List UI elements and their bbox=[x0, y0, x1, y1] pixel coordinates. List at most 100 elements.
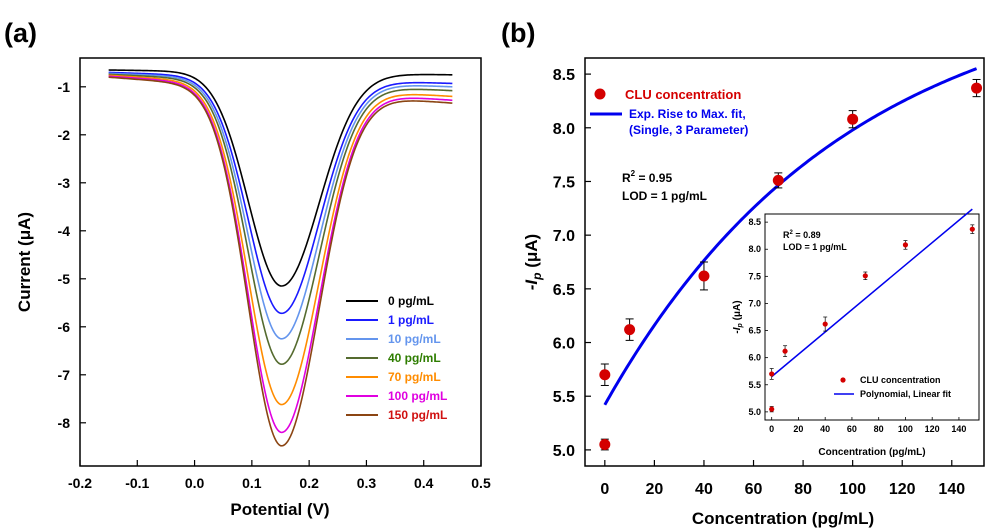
inset-point bbox=[769, 371, 775, 377]
chart-b-ytick-label: 7.0 bbox=[553, 228, 575, 245]
inset-xtick-label: 100 bbox=[898, 424, 913, 434]
inset-xlabel: Concentration (pg/mL) bbox=[818, 447, 925, 458]
inset-ytick-label: 7.0 bbox=[748, 298, 761, 308]
inset-point bbox=[782, 348, 788, 354]
inset-point bbox=[902, 242, 909, 248]
chart-b-xtick-label: 20 bbox=[645, 481, 663, 498]
chart-a-series-line bbox=[108, 74, 453, 406]
inset-xtick-label: 80 bbox=[874, 424, 884, 434]
chart-a-ylabel: Current (μA) bbox=[15, 212, 34, 312]
chart-b-xtick-label: 0 bbox=[600, 481, 609, 498]
panel-b-label: (b) bbox=[501, 18, 535, 48]
chart-b-xlabel: Concentration (pg/mL) bbox=[692, 509, 874, 528]
inset-ytick-label: 7.5 bbox=[748, 271, 761, 281]
inset-ytick-label: 8.0 bbox=[748, 244, 761, 254]
inset-xtick-label: 140 bbox=[951, 424, 966, 434]
chart-a-legend-label: 10 pg/mL bbox=[388, 332, 441, 346]
chart-b: 0 20 40 60 80 100 120 140 5.0 5.5 6.0 6.5 7.0 7.5 8.0… bbox=[522, 57, 985, 528]
inset-ylabel: -Ip (μA) bbox=[732, 300, 744, 333]
chart-b-r2: R2 = 0.95 bbox=[622, 169, 672, 185]
chart-b-ytick-label: 5.5 bbox=[553, 389, 575, 406]
chart-a-ytick-label: -8 bbox=[58, 415, 71, 431]
chart-b-xtick-label: 40 bbox=[695, 481, 713, 498]
inset-lod: LOD = 1 pg/mL bbox=[783, 242, 847, 252]
chart-b-ytick-label: 7.5 bbox=[553, 174, 575, 191]
chart-b-frame bbox=[584, 57, 985, 467]
inset-yticks: 5.0 5.5 6.0 6.5 7.0 7.5 8.0 8.5 bbox=[748, 217, 768, 417]
chart-a-legend-label: 100 pg/mL bbox=[388, 389, 447, 403]
inset-xtick-label: 20 bbox=[793, 424, 803, 434]
chart-a-curves bbox=[108, 69, 453, 447]
chart-a-xtick-label: 0.1 bbox=[242, 475, 262, 491]
inset-r2: R2 = 0.89 bbox=[783, 230, 821, 240]
chart-b-legend-point-marker bbox=[594, 88, 606, 100]
chart-b-fit bbox=[603, 67, 978, 406]
inset-xtick-label: 40 bbox=[820, 424, 830, 434]
chart-b-xtick-label: 120 bbox=[889, 481, 916, 498]
inset-ytick-label: 5.0 bbox=[748, 407, 761, 417]
chart-b-ytick-label: 8.0 bbox=[553, 121, 575, 138]
chart-a-ytick-label: -6 bbox=[58, 319, 71, 335]
chart-a-series-line bbox=[108, 71, 453, 315]
chart-b-ylabel: -Ip (μA) bbox=[522, 234, 544, 290]
chart-b-legend-points: CLU concentration bbox=[625, 87, 741, 102]
inset-xtick-label: 120 bbox=[925, 424, 940, 434]
chart-b-point bbox=[599, 369, 611, 381]
chart-b-points bbox=[599, 78, 983, 451]
inset-point bbox=[862, 273, 868, 279]
inset-legend-fit: Polynomial, Linear fit bbox=[860, 389, 951, 399]
chart-a-legend-label: 1 pg/mL bbox=[388, 313, 434, 327]
chart-a-legend: 0 pg/mL 1 pg/mL 10 pg/mL 40 pg/mL 70 pg/mL 10… bbox=[346, 294, 447, 422]
chart-b-fit-line bbox=[603, 67, 978, 406]
chart-b-ytick-label: 6.5 bbox=[553, 282, 575, 299]
chart-b-point bbox=[971, 82, 983, 94]
inset-legend-point-marker bbox=[840, 377, 846, 383]
inset-fit-line bbox=[771, 208, 973, 378]
chart-b-ytick-label: 5.0 bbox=[553, 443, 575, 460]
inset-legend-points: CLU concentration bbox=[860, 375, 941, 385]
chart-a-series-line bbox=[108, 69, 453, 287]
chart-a-series-line bbox=[108, 76, 453, 447]
inset-ytick-label: 6.5 bbox=[748, 326, 761, 336]
inset-xticks: 0 20 40 60 80 100 120 140 bbox=[769, 417, 966, 434]
chart-b-point bbox=[847, 113, 859, 125]
chart-b-xtick-label: 60 bbox=[745, 481, 763, 498]
chart-b-legend-fit-2: (Single, 3 Parameter) bbox=[629, 123, 748, 137]
chart-a-xlabel: Potential (V) bbox=[230, 500, 329, 519]
chart-a-ytick-label: -4 bbox=[58, 223, 71, 239]
chart-a-ytick-label: -5 bbox=[58, 271, 71, 287]
inset-point bbox=[969, 226, 975, 232]
chart-b-yticks: 5.0 5.5 6.0 6.5 7.0 7.5 8.0 8.5 bbox=[553, 67, 591, 460]
inset-frame bbox=[764, 213, 980, 421]
chart-a-xtick-label: -0.2 bbox=[68, 475, 92, 491]
chart-b-point bbox=[772, 174, 784, 186]
chart-a-legend-label: 150 pg/mL bbox=[388, 408, 447, 422]
chart-b-inset: 0 20 40 60 80 100 120 140 5.0 5.5 6.0 6.5 7.0 7.5 8.0… bbox=[732, 208, 981, 458]
chart-b-xticks: 0 20 40 60 80 100 120 140 bbox=[600, 460, 965, 498]
chart-b-lod: LOD = 1 pg/mL bbox=[622, 189, 707, 203]
chart-a-series-line bbox=[108, 72, 453, 340]
chart-a-ytick-label: -7 bbox=[58, 367, 71, 383]
inset-fit bbox=[771, 208, 973, 378]
inset-points bbox=[769, 224, 975, 413]
chart-b-ytick-label: 8.5 bbox=[553, 67, 575, 84]
chart-b-xtick-label: 140 bbox=[938, 481, 965, 498]
panel-a-label: (a) bbox=[4, 18, 37, 48]
chart-b-point bbox=[599, 439, 611, 451]
inset-point bbox=[769, 406, 775, 412]
chart-a-series-line bbox=[108, 75, 453, 434]
inset-point bbox=[822, 321, 828, 327]
chart-a: -0.2 -0.1 0.0 0.1 0.2 0.3 0.4 0.5 -1-2-3-4-5-6-… bbox=[15, 57, 491, 519]
chart-a-yticks: -1 -2 -3 -4 -5 -6 -7 -8 bbox=[58, 79, 86, 431]
chart-b-xtick-label: 80 bbox=[794, 481, 812, 498]
chart-b-legend-fit-1: Exp. Rise to Max. fit, bbox=[629, 107, 746, 121]
chart-a-xtick-label: -0.1 bbox=[125, 475, 149, 491]
chart-b-ytick-label: 6.0 bbox=[553, 336, 575, 353]
chart-a-xtick-label: 0.4 bbox=[414, 475, 434, 491]
chart-a-xtick-label: 0.5 bbox=[471, 475, 491, 491]
chart-b-point bbox=[624, 324, 636, 336]
chart-a-xtick-label: 0.0 bbox=[185, 475, 205, 491]
chart-a-series-line bbox=[108, 73, 453, 366]
chart-a-xtick-label: 0.3 bbox=[357, 475, 377, 491]
